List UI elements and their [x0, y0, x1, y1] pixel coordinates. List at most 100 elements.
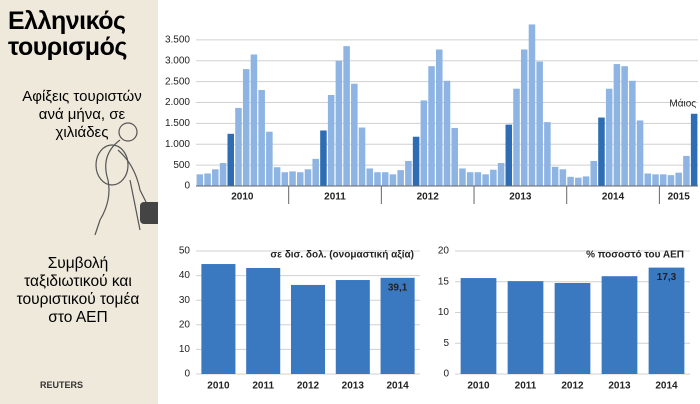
source: REUTERS	[40, 380, 84, 390]
bar	[366, 168, 374, 186]
bar	[320, 130, 327, 186]
bar	[466, 172, 474, 186]
caption-gdp: Συμβολή ταξιδιωτικού και τουριστικού τομ…	[16, 255, 140, 326]
y-tick-label: 5	[443, 338, 449, 349]
x-tick-label: 2011	[324, 192, 346, 203]
x-tick-label: 2010	[467, 381, 490, 392]
y-tick-label: 2.000	[165, 97, 190, 108]
bar	[436, 49, 443, 186]
bar	[381, 172, 389, 186]
bar	[590, 160, 597, 186]
bar	[420, 100, 428, 186]
bar	[497, 163, 505, 186]
x-tick-label: 2014	[655, 381, 678, 392]
bar	[690, 113, 698, 186]
bar	[559, 169, 567, 186]
bar	[544, 122, 551, 186]
bar	[505, 124, 513, 186]
bar	[335, 60, 343, 186]
bar	[351, 83, 358, 186]
bar	[204, 173, 211, 186]
bar	[246, 267, 281, 374]
x-tick-label: 2014	[602, 192, 625, 203]
bar	[281, 172, 289, 186]
x-tick-label: 2011	[252, 381, 274, 392]
bar	[451, 127, 458, 186]
x-tick-label: 2010	[231, 192, 254, 203]
bar	[327, 94, 335, 186]
bar	[380, 277, 415, 374]
y-tick-label: 10	[179, 344, 191, 355]
bar	[636, 120, 644, 186]
y-tick-label: 0	[443, 369, 449, 380]
bar	[598, 117, 605, 186]
value-label: 17,3	[657, 272, 677, 283]
y-tick-label: 20	[179, 319, 191, 330]
bar	[683, 155, 690, 186]
bar	[235, 107, 242, 186]
y-tick-label: 3.500	[165, 35, 190, 46]
tourist-sketch	[94, 122, 158, 236]
bar	[667, 175, 675, 186]
bar	[358, 127, 366, 186]
x-tick-label: 2012	[297, 381, 320, 392]
side-panel: Ελληνικός τουρισμός Αφίξεις τουριστών αν…	[0, 0, 158, 404]
bar	[405, 160, 412, 186]
bar	[343, 46, 350, 187]
bar	[659, 174, 667, 186]
bar	[605, 88, 613, 186]
bar	[536, 61, 543, 186]
bar	[459, 168, 466, 186]
x-tick-label: 2013	[509, 192, 532, 203]
bar	[520, 49, 528, 186]
y-tick-label: 0	[184, 181, 190, 192]
bar	[304, 169, 312, 186]
y-tick-label: 3.000	[165, 55, 190, 66]
bar	[250, 54, 258, 186]
x-tick-label: 2015	[668, 192, 691, 203]
bar	[507, 281, 544, 374]
bar	[551, 166, 559, 186]
y-tick-label: 50	[179, 246, 191, 257]
title: Ελληνικός τουρισμός	[8, 7, 127, 61]
bar	[554, 282, 591, 374]
x-tick-label: 2012	[417, 192, 440, 203]
subtitle: % ποσοστό του ΑΕΠ	[586, 250, 684, 261]
y-tick-label: 40	[179, 270, 191, 281]
bar	[629, 80, 636, 186]
bar	[675, 172, 682, 186]
bar	[567, 176, 574, 186]
bar	[601, 276, 638, 374]
y-tick-label: 15	[438, 276, 450, 287]
bar	[290, 284, 326, 374]
y-tick-label: 30	[179, 295, 191, 306]
bar	[258, 89, 265, 186]
y-tick-label: 2.500	[165, 76, 190, 87]
bar	[219, 163, 227, 186]
bar	[312, 158, 319, 186]
bar	[389, 174, 397, 186]
bar	[196, 174, 204, 186]
bar	[582, 176, 590, 186]
bar	[652, 174, 659, 186]
y-tick-label: 20	[438, 246, 450, 257]
bar	[397, 170, 404, 186]
y-tick-label: 0	[184, 369, 190, 380]
bar	[201, 264, 236, 374]
caption-arrivals: Αφίξεις τουριστών ανά μήνα, σε χιλιάδες	[22, 88, 142, 141]
bar	[289, 171, 296, 186]
bar	[482, 174, 489, 186]
bar	[644, 173, 652, 186]
bar	[575, 177, 582, 186]
bar	[443, 80, 451, 186]
bar	[374, 172, 381, 186]
value-label: 39,1	[388, 282, 408, 293]
x-tick-label: 2013	[342, 381, 365, 392]
x-tick-label: 2013	[608, 381, 631, 392]
bar	[428, 66, 435, 186]
subtitle: σε δισ. δολ. (ονομαστική αξία)	[270, 250, 414, 261]
x-tick-label: 2012	[561, 381, 584, 392]
x-tick-label: 2011	[515, 381, 537, 392]
bar	[613, 64, 621, 186]
